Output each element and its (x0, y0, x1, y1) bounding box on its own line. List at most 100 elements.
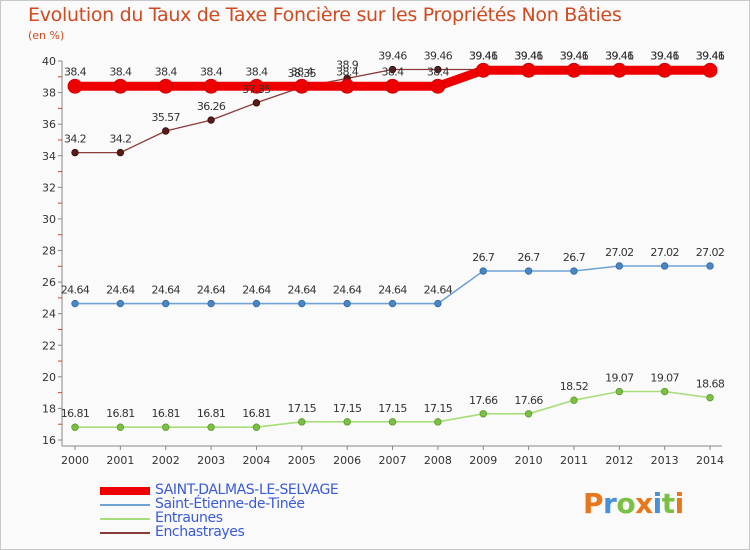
x-tick-label: 2000 (61, 454, 89, 467)
data-point-enchastrayes (434, 65, 442, 74)
data-label-enchastrayes: 38.35 (288, 67, 317, 80)
data-label-saint-dalmas-le-selvage: 38.4 (64, 65, 87, 78)
proxiti-logo: Proxiti (583, 487, 684, 520)
data-point-entraunes (343, 418, 351, 426)
data-point-saint-dalmas-le-selvage (430, 78, 446, 94)
data-label-saint-tienne-de-tin-e: 27.02 (605, 246, 634, 259)
logo-letter: P (583, 487, 604, 520)
data-label-entraunes: 19.07 (650, 372, 679, 385)
data-label-saint-tienne-de-tin-e: 24.64 (288, 284, 317, 297)
y-tick-label: 40 (42, 55, 56, 68)
data-point-entraunes (162, 423, 170, 431)
x-tick-label: 2007 (379, 454, 407, 467)
data-point-saint-dalmas-le-selvage (158, 78, 174, 94)
data-label-saint-tienne-de-tin-e: 27.02 (650, 246, 679, 259)
data-label-entraunes: 17.15 (424, 402, 453, 415)
data-point-entraunes (434, 418, 442, 426)
data-point-entraunes (524, 410, 533, 418)
data-label-enchastrayes: 39.46 (696, 50, 725, 63)
legend-label: Enchastrayes (155, 524, 245, 540)
y-tick-label: 28 (42, 245, 56, 258)
logo-letter: t (661, 487, 675, 520)
legend-swatch (100, 532, 150, 534)
data-label-saint-tienne-de-tin-e: 24.64 (151, 284, 180, 297)
data-label-entraunes: 17.15 (288, 402, 317, 415)
data-label-saint-tienne-de-tin-e: 26.7 (472, 251, 495, 264)
data-label-saint-dalmas-le-selvage: 38.4 (291, 65, 314, 78)
data-point-enchastrayes (252, 99, 261, 107)
data-label-enchastrayes: 36.26 (197, 100, 226, 113)
data-label-enchastrayes: 38.9 (336, 58, 359, 71)
data-label-entraunes: 19.07 (605, 372, 634, 385)
data-label-enchastrayes: 39.46 (514, 50, 543, 63)
data-point-saint-dalmas-le-selvage (67, 78, 83, 94)
series-labels: 38.4 38.4 38.4 38.4 38.4 38.4 38.4 38.4 38.4 39.4… (61, 49, 726, 420)
x-tick-label: 2012 (605, 454, 633, 467)
data-label-enchastrayes: 35.57 (151, 111, 180, 124)
data-point-entraunes (615, 387, 624, 396)
y-tick-label: 36 (42, 118, 56, 131)
data-point-entraunes (706, 393, 714, 402)
data-point-saint-tienne-de-tin-e (298, 299, 306, 308)
data-point-entraunes (207, 423, 215, 431)
series-points (67, 62, 718, 431)
data-point-saint-dalmas-le-selvage (702, 62, 718, 78)
legend-label: SAINT-DALMAS-LE-SELVAGE (155, 482, 339, 498)
legend-swatch (100, 518, 150, 520)
data-point-saint-dalmas-le-selvage (249, 78, 264, 94)
data-point-entraunes (660, 387, 669, 396)
y-tick-label: 20 (42, 371, 56, 384)
data-point-saint-dalmas-le-selvage (385, 78, 400, 94)
y-tick-label: 24 (42, 308, 56, 321)
data-label-saint-tienne-de-tin-e: 24.64 (242, 284, 271, 297)
data-point-entraunes (252, 423, 261, 431)
y-tick-label: 38 (42, 87, 56, 100)
logo-letter: r (603, 487, 617, 520)
data-point-saint-dalmas-le-selvage (339, 78, 355, 94)
data-label-saint-dalmas-le-selvage: 39.41 (605, 49, 634, 62)
x-tick-label: 2013 (651, 454, 679, 467)
data-label-entraunes: 16.81 (242, 407, 271, 420)
data-label-entraunes: 17.66 (514, 394, 543, 407)
data-label-entraunes: 18.52 (560, 380, 589, 393)
y-tick-label: 30 (42, 213, 56, 226)
x-tick-label: 2008 (424, 454, 452, 467)
data-label-saint-dalmas-le-selvage: 38.4 (245, 65, 268, 78)
unit-label: (en %) (28, 29, 65, 42)
data-label-saint-tienne-de-tin-e: 24.64 (378, 284, 407, 297)
data-label-enchastrayes: 39.46 (605, 50, 634, 63)
data-point-saint-tienne-de-tin-e (706, 262, 714, 270)
data-point-saint-dalmas-le-selvage (294, 78, 310, 94)
data-point-entraunes (298, 418, 306, 426)
y-tick-label: 18 (42, 402, 56, 415)
data-point-saint-dalmas-le-selvage (521, 62, 536, 78)
y-tick-label: 16 (42, 434, 56, 447)
data-label-entraunes: 17.66 (469, 394, 498, 407)
data-point-saint-tienne-de-tin-e (116, 299, 125, 308)
legend-swatch (100, 487, 150, 495)
data-point-saint-tienne-de-tin-e (162, 299, 170, 308)
y-tick-label: 34 (42, 150, 56, 163)
data-point-enchastrayes (207, 116, 215, 124)
data-point-saint-tienne-de-tin-e (524, 267, 533, 275)
data-label-enchastrayes: 34.2 (109, 133, 131, 146)
data-point-saint-tienne-de-tin-e (434, 299, 442, 308)
legend-label: Entraunes (155, 510, 223, 526)
data-label-enchastrayes: 39.46 (469, 50, 498, 63)
logo-letter: i (674, 487, 685, 520)
data-label-saint-dalmas-le-selvage: 38.4 (381, 65, 404, 78)
data-point-entraunes (388, 418, 397, 426)
data-label-saint-dalmas-le-selvage: 38.4 (336, 65, 359, 78)
data-point-entraunes (71, 423, 79, 431)
data-point-saint-tienne-de-tin-e (660, 262, 669, 270)
data-point-entraunes (479, 410, 487, 418)
data-point-saint-tienne-de-tin-e (343, 299, 351, 308)
data-label-saint-dalmas-le-selvage: 39.41 (514, 49, 543, 62)
data-label-enchastrayes: 34.2 (64, 133, 86, 146)
data-point-saint-tienne-de-tin-e (207, 299, 215, 308)
legend-swatch (100, 504, 150, 506)
data-label-saint-tienne-de-tin-e: 24.64 (106, 284, 135, 297)
data-label-saint-dalmas-le-selvage: 39.41 (650, 49, 679, 62)
data-label-entraunes: 16.81 (61, 407, 90, 420)
data-label-enchastrayes: 39.46 (650, 50, 679, 63)
